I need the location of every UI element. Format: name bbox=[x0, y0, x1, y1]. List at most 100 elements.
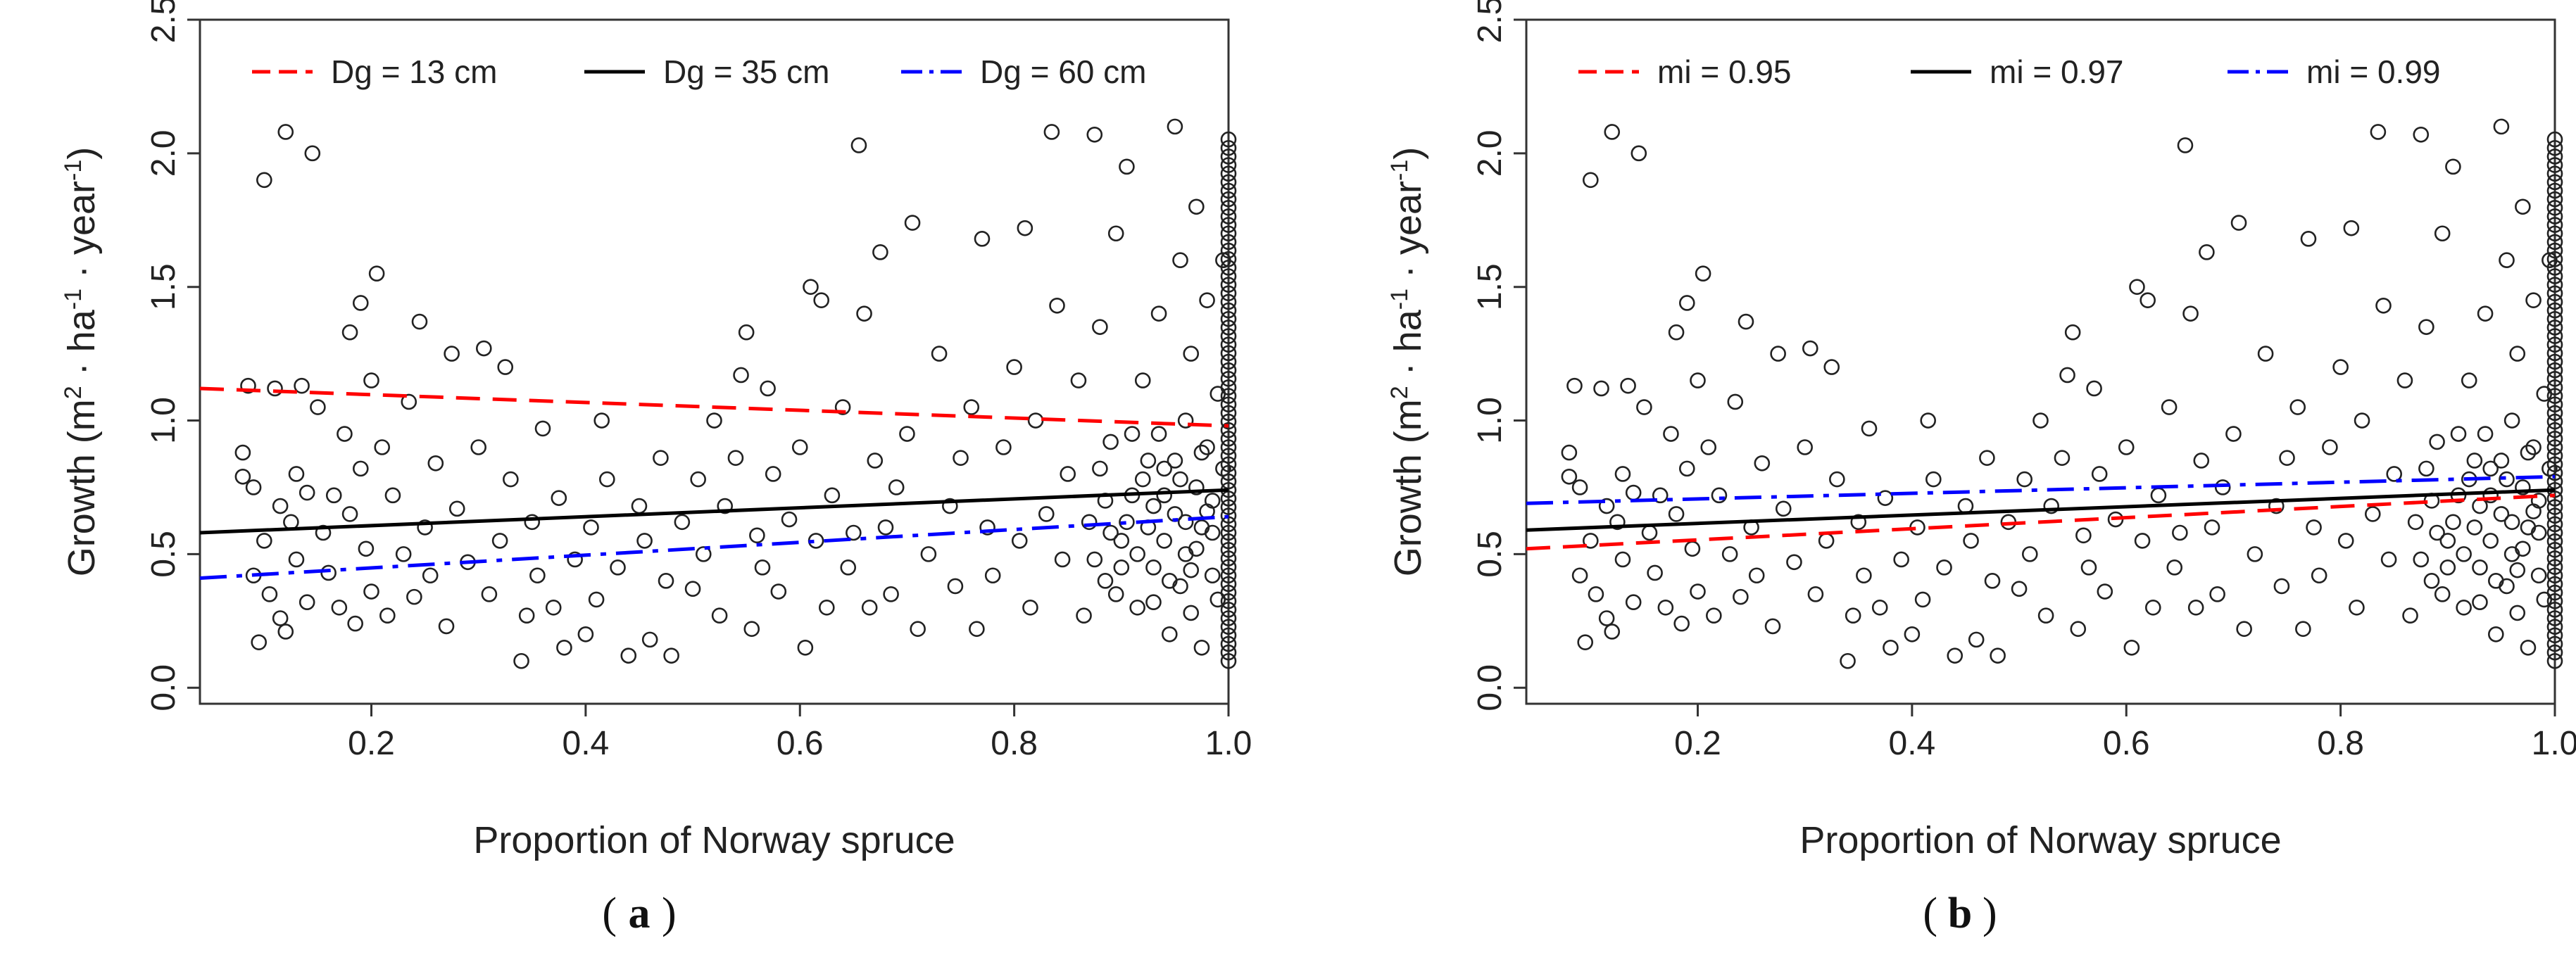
scatter-point bbox=[1145, 498, 1162, 514]
scatter-point bbox=[2204, 519, 2220, 536]
scatter-point bbox=[2546, 524, 2563, 541]
scatter-point bbox=[2123, 639, 2140, 656]
scatter-point bbox=[310, 399, 326, 415]
scatter-point bbox=[470, 439, 486, 455]
scatter-point bbox=[781, 511, 798, 528]
scatter-point bbox=[2091, 466, 2108, 482]
scatter-point bbox=[1220, 413, 1237, 430]
scatter-point bbox=[1161, 573, 1178, 589]
scatter-point bbox=[610, 559, 626, 576]
scatter-point bbox=[1748, 567, 1765, 584]
scatter-point bbox=[2380, 551, 2397, 568]
scatter-point bbox=[2546, 379, 2563, 396]
y-axis-title: Growth (m2 · ha-1 · year-1) bbox=[1386, 147, 1429, 577]
scatter-point bbox=[2515, 479, 2531, 495]
scatter-point bbox=[1893, 551, 1909, 568]
scatter-point bbox=[2546, 310, 2563, 327]
scatter-point bbox=[2364, 506, 2381, 522]
scatter-point bbox=[1754, 455, 1771, 472]
scatter-point bbox=[1979, 450, 1995, 466]
scatter-point bbox=[503, 471, 519, 488]
scatter-point bbox=[963, 399, 980, 415]
scatter-point bbox=[1695, 265, 1711, 282]
scatter-point bbox=[1220, 439, 1237, 455]
scatter-point bbox=[834, 399, 851, 415]
scatter-point bbox=[2493, 118, 2510, 135]
scatter-point bbox=[2546, 362, 2563, 379]
scatter-point bbox=[1647, 564, 1663, 581]
scatter-point bbox=[1936, 559, 1952, 576]
scatter-point bbox=[2070, 621, 2087, 637]
scatter-point bbox=[2546, 182, 2563, 199]
scatter-point bbox=[2546, 652, 2563, 669]
scatter-point bbox=[352, 295, 369, 311]
scatter-point bbox=[2129, 279, 2145, 295]
y-tick-label: 0.0 bbox=[1471, 664, 1509, 711]
scatter-point bbox=[1802, 340, 1818, 357]
scatter-point bbox=[2300, 231, 2317, 247]
scatter-point bbox=[234, 468, 251, 485]
x-tick-label: 0.8 bbox=[2317, 725, 2364, 762]
scatter-point bbox=[272, 498, 289, 514]
scatter-point bbox=[2311, 567, 2327, 584]
scatter-point bbox=[1220, 388, 1237, 404]
scatter-point bbox=[1156, 487, 1172, 504]
scatter-point bbox=[1188, 479, 1205, 495]
scatter-point bbox=[2546, 593, 2563, 609]
scatter-point bbox=[1172, 252, 1188, 269]
x-axis-title: Proportion of Norway spruce bbox=[1799, 819, 2281, 861]
scatter-point bbox=[513, 652, 529, 669]
scatter-point bbox=[1920, 412, 1937, 429]
scatter-point bbox=[861, 600, 878, 616]
x-tick-label: 0.2 bbox=[1674, 725, 1721, 762]
scatter-point bbox=[272, 610, 289, 626]
scatter-point bbox=[2439, 533, 2456, 549]
panel-a: 0.2 0.4 0.6 0.8 1.0 0.0 0.5 1.0 1.5 2.0 2.5 Proport… bbox=[60, 0, 1252, 861]
scatter-point bbox=[2472, 594, 2488, 611]
scatter-point bbox=[1220, 593, 1237, 609]
scatter-point bbox=[2429, 524, 2445, 541]
scatter-point bbox=[2520, 444, 2537, 461]
legend-label: Dg = 13 cm bbox=[331, 53, 498, 90]
scatter-point bbox=[1086, 551, 1103, 568]
scatter-point bbox=[251, 634, 268, 650]
scatter-point bbox=[406, 588, 422, 605]
scatter-point bbox=[727, 450, 744, 466]
scatter-point bbox=[2487, 573, 2504, 589]
scatter-point bbox=[674, 514, 691, 531]
scatter-point bbox=[1593, 380, 1609, 397]
scatter-point bbox=[1220, 268, 1237, 284]
scatter-point bbox=[374, 439, 391, 455]
scatter-point bbox=[2199, 244, 2215, 260]
scatter-point bbox=[2482, 487, 2499, 504]
scatter-point bbox=[2546, 336, 2563, 353]
scatter-point bbox=[2161, 399, 2178, 415]
scatter-point bbox=[2525, 503, 2542, 519]
scatter-point bbox=[1807, 586, 1824, 602]
scatter-point bbox=[2546, 251, 2563, 267]
scatter-point bbox=[1883, 639, 1899, 656]
scatter-point bbox=[995, 439, 1012, 455]
scatter-point bbox=[1177, 514, 1194, 531]
scatter-point bbox=[2456, 546, 2472, 562]
scatter-point bbox=[1818, 533, 1835, 549]
scatter-point bbox=[1220, 456, 1237, 473]
scatter-point bbox=[899, 426, 915, 442]
scatter-point bbox=[711, 607, 728, 624]
scatter-point bbox=[2515, 198, 2531, 215]
scatter-point bbox=[850, 137, 867, 153]
scatter-point bbox=[331, 600, 348, 616]
scatter-point bbox=[1957, 498, 1974, 514]
scatter-point bbox=[2546, 627, 2563, 644]
scatter-point bbox=[599, 471, 615, 488]
scatter-point bbox=[2546, 148, 2563, 165]
scatter-point bbox=[1220, 336, 1237, 353]
scatter-point bbox=[2472, 559, 2488, 576]
scatter-point bbox=[1220, 208, 1237, 224]
scatter-point bbox=[1561, 468, 1578, 485]
scatter-point bbox=[2546, 225, 2563, 242]
plot-frame bbox=[199, 18, 1230, 705]
scatter-point bbox=[824, 487, 841, 504]
scatter-point bbox=[529, 567, 546, 584]
scatter-point bbox=[1823, 359, 1840, 375]
